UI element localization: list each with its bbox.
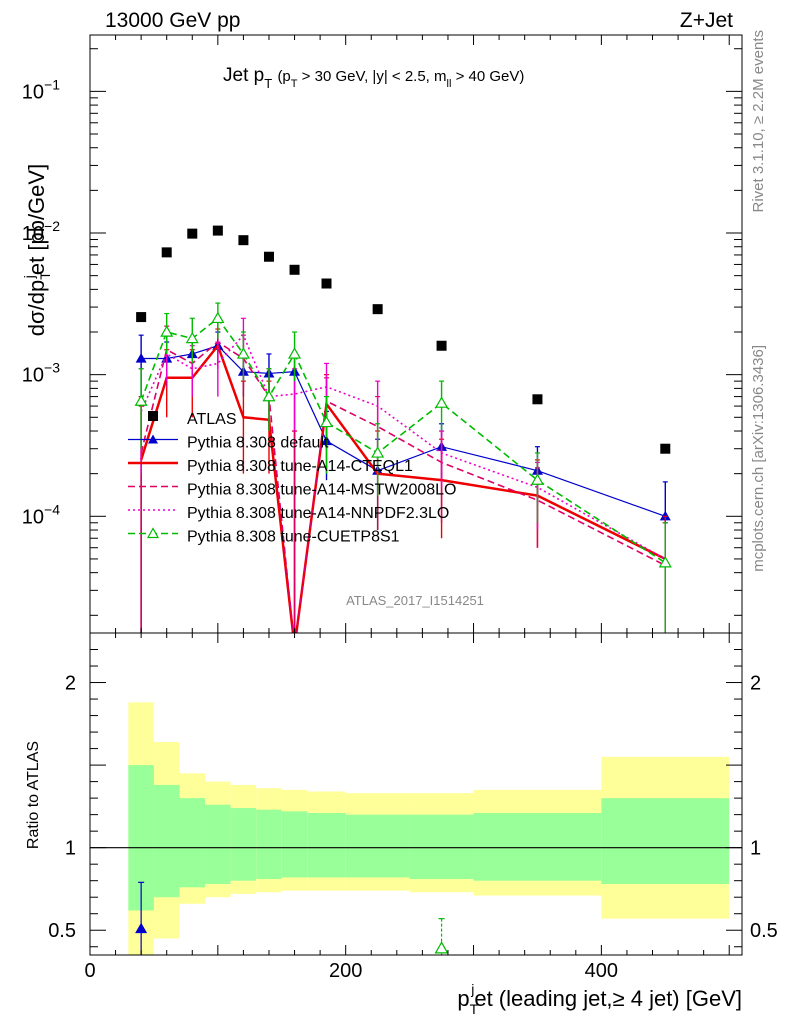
- ratio-band-inner: [179, 798, 206, 888]
- legend-label-cteql1: Pythia 8.308 tune-A14-CTEQL1: [187, 458, 413, 475]
- marker-cuetp8s1: [236, 347, 250, 359]
- marker-cuetp8s1: [262, 389, 276, 402]
- marker-cuetp8s1: [435, 396, 449, 408]
- ratio-y-tick-label-left: 2: [65, 673, 76, 695]
- series-line-cteql1: [139, 343, 666, 633]
- ratio-band-inner: [281, 811, 308, 878]
- ratio-band-inner: [230, 808, 257, 881]
- marker-cuetp8s1: [371, 446, 385, 458]
- ratio-band-inner: [153, 784, 180, 898]
- marker-cuetp8s1: [185, 331, 199, 344]
- legend-label-nnpdf: Pythia 8.308 tune-A14-NNPDF2.3LO: [187, 505, 449, 522]
- data-point-atlas: [187, 228, 198, 239]
- marker-default: [135, 353, 147, 363]
- data-point-atlas: [372, 304, 383, 315]
- marker-cuetp8s1: [288, 347, 302, 359]
- legend-label-cuetp8s1: Pythia 8.308 tune-CUETP8S1: [187, 529, 400, 546]
- y-tick-label: 10−4: [22, 501, 60, 528]
- data-point-atlas: [238, 235, 249, 246]
- mcplots-label: mcplots.cern.ch [arXiv:1306.3436]: [750, 345, 767, 572]
- plot-title: Jet pT (pT > 30 GeV, |y| < 2.5, mll > 40…: [223, 65, 524, 91]
- main-plot-area: [134, 225, 672, 633]
- analysis-id: ATLAS_2017_I1514251: [346, 593, 484, 608]
- data-point-atlas: [532, 394, 543, 405]
- data-point-atlas: [161, 247, 172, 258]
- ratio-y-tick-label-right: 2: [750, 673, 761, 695]
- ratio-point-open-triangle: [434, 941, 449, 954]
- ratio-y-tick-label-left: 0.5: [48, 920, 76, 942]
- ratio-point-triangle: [135, 922, 148, 934]
- data-point-atlas: [212, 225, 223, 236]
- x-tick-label: 0: [84, 960, 95, 982]
- marker-cuetp8s1: [319, 415, 334, 428]
- mcplots-label-text: mcplots.cern.ch [arXiv:1306.3436]: [750, 345, 767, 572]
- header-right: Z+Jet: [680, 9, 733, 32]
- data-point-atlas: [136, 312, 147, 323]
- legend-marker-cuetp8s1: [146, 527, 160, 539]
- data-point-atlas: [660, 443, 671, 454]
- marker-default: [659, 510, 671, 521]
- marker-cuetp8s1: [134, 394, 148, 406]
- ratio-band-inner: [307, 812, 346, 878]
- ratio-y-tick-label-right: 1: [750, 838, 761, 860]
- ratio-y-axis-label-text: Ratio to ATLAS: [25, 741, 42, 849]
- x-tick-label: 200: [329, 960, 362, 982]
- legend-label-mstw: Pythia 8.308 tune-A14-MSTW2008LO: [187, 482, 456, 499]
- marker-cuetp8s1: [211, 311, 225, 324]
- marker-cuetp8s1: [530, 473, 544, 485]
- y-tick-label: 10−1: [22, 76, 60, 103]
- ratio-y-axis-label: Ratio to ATLAS: [25, 741, 42, 849]
- ratio-band-inner: [409, 814, 474, 880]
- marker-cuetp8s1: [658, 556, 672, 568]
- ratio-band-inner: [256, 809, 282, 880]
- ratio-y-tick-label-right: 0.5: [750, 920, 778, 942]
- ratio-plot-area: [90, 702, 742, 955]
- series-line-cuetp8s1: [140, 317, 666, 564]
- ratio-band-inner: [205, 804, 231, 884]
- ratio-y-tick-label-left: 1: [65, 838, 76, 860]
- y-tick-label: 10−2: [22, 218, 60, 245]
- series-line-nnpdf: [140, 333, 666, 560]
- rivet-label: Rivet 3.1.10, ≥ 2.2M events: [750, 30, 767, 213]
- ratio-band-inner: [473, 812, 602, 881]
- rivet-label-text: Rivet 3.1.10, ≥ 2.2M events: [750, 30, 767, 213]
- ratio-band-inner: [601, 798, 730, 884]
- series-line-default: [141, 345, 666, 517]
- y-axis-label-text: dσ/dpTjet [pb/GeV]: [21, 164, 53, 336]
- y-tick-label: 10−3: [22, 360, 60, 387]
- x-tick-label: 400: [585, 960, 618, 982]
- data-point-atlas: [436, 340, 447, 351]
- data-point-atlas: [263, 251, 274, 262]
- ratio-band-inner: [345, 814, 410, 878]
- legend-label-default: Pythia 8.308 default: [187, 435, 329, 452]
- x-axis-label: pTjet (leading jet,≥ 4 jet) [GeV]: [457, 981, 742, 1017]
- data-point-atlas: [321, 278, 332, 289]
- header-left: 13000 GeV pp: [105, 9, 240, 32]
- series-line-mstw: [140, 341, 666, 633]
- marker-cuetp8s1: [160, 325, 174, 337]
- data-point-atlas: [289, 264, 300, 275]
- legend-marker-atlas: [148, 411, 158, 421]
- y-axis-label: dσ/dpTjet [pb/GeV]: [21, 164, 53, 336]
- legend-label-data: ATLAS: [187, 411, 237, 428]
- legend: ATLAS Pythia 8.308 default Pythia 8.308 tu…: [128, 411, 456, 546]
- ratio-plot-frame: [89, 632, 743, 956]
- legend-marker-default: [148, 434, 158, 444]
